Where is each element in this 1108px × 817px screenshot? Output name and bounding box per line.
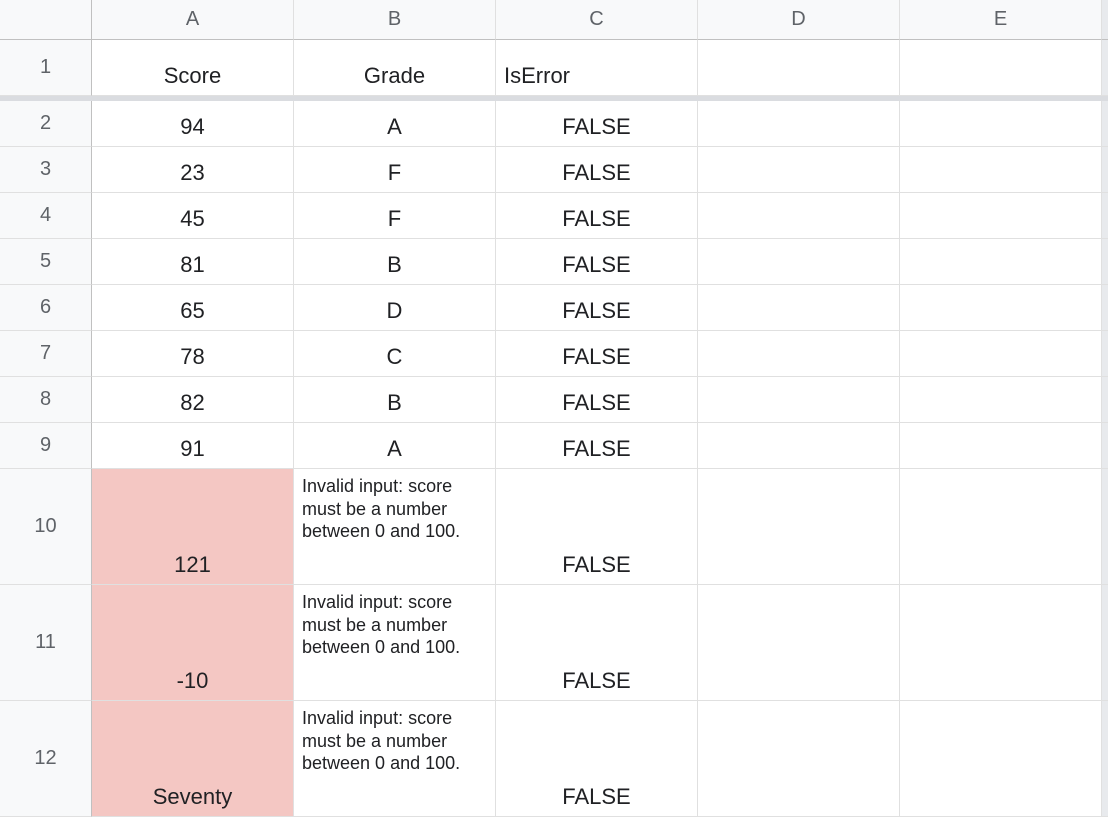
cell-B4[interactable]: F [294, 193, 496, 239]
row-stub [1102, 285, 1108, 331]
cell-D4[interactable] [698, 193, 900, 239]
row-stub [1102, 423, 1108, 469]
row-stub [1102, 147, 1108, 193]
cell-D5[interactable] [698, 239, 900, 285]
row-header-10[interactable]: 10 [0, 469, 92, 585]
cell-E7[interactable] [900, 331, 1102, 377]
cell-C9[interactable]: FALSE [496, 423, 698, 469]
cell-A4[interactable]: 45 [92, 193, 294, 239]
cell-D6[interactable] [698, 285, 900, 331]
select-all-corner[interactable] [0, 0, 92, 40]
cell-B10[interactable]: Invalid input: score must be a number be… [294, 469, 496, 585]
row-header-5[interactable]: 5 [0, 239, 92, 285]
cell-A5[interactable]: 81 [92, 239, 294, 285]
cell-C4[interactable]: FALSE [496, 193, 698, 239]
cell-C7[interactable]: FALSE [496, 331, 698, 377]
cell-A8[interactable]: 82 [92, 377, 294, 423]
cell-E2[interactable] [900, 101, 1102, 147]
cell-B2[interactable]: A [294, 101, 496, 147]
row-stub [1102, 239, 1108, 285]
row-header-2[interactable]: 2 [0, 101, 92, 147]
row-stub [1102, 193, 1108, 239]
cell-E9[interactable] [900, 423, 1102, 469]
cell-D9[interactable] [698, 423, 900, 469]
column-header-b[interactable]: B [294, 0, 496, 40]
row-stub [1102, 469, 1108, 585]
cell-C10[interactable]: FALSE [496, 469, 698, 585]
cell-B1[interactable]: Grade [294, 40, 496, 96]
cell-E3[interactable] [900, 147, 1102, 193]
cell-E10[interactable] [900, 469, 1102, 585]
cell-B5[interactable]: B [294, 239, 496, 285]
cell-C2[interactable]: FALSE [496, 101, 698, 147]
cell-C1[interactable]: IsError [496, 40, 698, 96]
cell-A9[interactable]: 91 [92, 423, 294, 469]
row-header-3[interactable]: 3 [0, 147, 92, 193]
row-header-9[interactable]: 9 [0, 423, 92, 469]
row-stub [1102, 701, 1108, 817]
cell-C11[interactable]: FALSE [496, 585, 698, 701]
cell-B8[interactable]: B [294, 377, 496, 423]
column-header-e[interactable]: E [900, 0, 1102, 40]
cell-E6[interactable] [900, 285, 1102, 331]
cell-B7[interactable]: C [294, 331, 496, 377]
row-header-1[interactable]: 1 [0, 40, 92, 96]
row-header-11[interactable]: 11 [0, 585, 92, 701]
row-header-7[interactable]: 7 [0, 331, 92, 377]
cell-A6[interactable]: 65 [92, 285, 294, 331]
cell-D7[interactable] [698, 331, 900, 377]
cell-D1[interactable] [698, 40, 900, 96]
cell-D2[interactable] [698, 101, 900, 147]
cell-A12[interactable]: Seventy [92, 701, 294, 817]
row-stub [1102, 40, 1108, 96]
row-header-12[interactable]: 12 [0, 701, 92, 817]
row-stub [1102, 585, 1108, 701]
cell-E8[interactable] [900, 377, 1102, 423]
column-header-c[interactable]: C [496, 0, 698, 40]
row-stub [1102, 377, 1108, 423]
column-stub [1102, 0, 1108, 40]
cell-B12[interactable]: Invalid input: score must be a number be… [294, 701, 496, 817]
row-stub [1102, 101, 1108, 147]
cell-E12[interactable] [900, 701, 1102, 817]
cell-D8[interactable] [698, 377, 900, 423]
cell-C12[interactable]: FALSE [496, 701, 698, 817]
cell-D12[interactable] [698, 701, 900, 817]
cell-D10[interactable] [698, 469, 900, 585]
cell-B6[interactable]: D [294, 285, 496, 331]
cell-B11[interactable]: Invalid input: score must be a number be… [294, 585, 496, 701]
cell-A2[interactable]: 94 [92, 101, 294, 147]
row-header-4[interactable]: 4 [0, 193, 92, 239]
cell-E11[interactable] [900, 585, 1102, 701]
cell-A1[interactable]: Score [92, 40, 294, 96]
cell-C5[interactable]: FALSE [496, 239, 698, 285]
row-header-6[interactable]: 6 [0, 285, 92, 331]
cell-C6[interactable]: FALSE [496, 285, 698, 331]
cell-B9[interactable]: A [294, 423, 496, 469]
cell-C8[interactable]: FALSE [496, 377, 698, 423]
row-stub [1102, 331, 1108, 377]
cell-E1[interactable] [900, 40, 1102, 96]
cell-C3[interactable]: FALSE [496, 147, 698, 193]
cell-A11[interactable]: -10 [92, 585, 294, 701]
cell-D11[interactable] [698, 585, 900, 701]
cell-A3[interactable]: 23 [92, 147, 294, 193]
cell-D3[interactable] [698, 147, 900, 193]
column-header-d[interactable]: D [698, 0, 900, 40]
cell-E5[interactable] [900, 239, 1102, 285]
row-header-8[interactable]: 8 [0, 377, 92, 423]
cell-E4[interactable] [900, 193, 1102, 239]
column-header-a[interactable]: A [92, 0, 294, 40]
cell-A7[interactable]: 78 [92, 331, 294, 377]
cell-B3[interactable]: F [294, 147, 496, 193]
cell-A10[interactable]: 121 [92, 469, 294, 585]
